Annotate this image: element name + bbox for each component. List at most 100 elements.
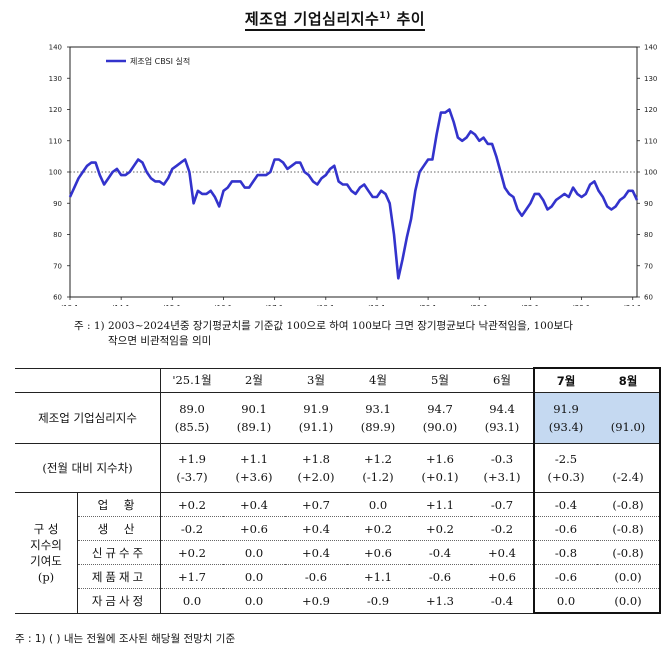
y-tick-label-right: 70 — [644, 262, 653, 270]
cbsi-cell: 89.0 (85.5) — [160, 392, 223, 444]
component-cell: 0.0 — [223, 588, 285, 614]
header-month: '25.1월 — [160, 367, 223, 393]
component-cell: +0.4 — [285, 540, 347, 565]
component-cell: (-0.8) — [597, 540, 661, 565]
component-cell: +1.7 — [160, 564, 223, 589]
y-tick-label-left: 130 — [49, 75, 62, 83]
chart-note-line-2: 작으면 비관적임을 의미 — [108, 335, 212, 347]
x-tick-label: '21.1 — [471, 304, 489, 306]
x-tick-label: '13.1 — [61, 304, 79, 306]
component-cell: 0.0 — [533, 588, 597, 614]
component-label: 업 황 — [77, 492, 161, 517]
header-month: 6월 — [471, 367, 534, 393]
component-label: 제품재고 — [77, 564, 161, 589]
chart-note-line-1: 주 : 1) 2003~2024년중 장기평균치를 기준값 100으로 하여 1… — [74, 320, 573, 332]
component-cell: +0.4 — [285, 516, 347, 541]
x-tick-label: '17.1 — [266, 304, 284, 306]
header-month: 2월 — [223, 367, 285, 393]
mom-cell: +1.6 (+0.1) — [409, 443, 471, 493]
component-cell: 0.0 — [160, 588, 223, 614]
x-tick-label: '24.1 — [624, 304, 642, 306]
component-cell: +1.1 — [409, 492, 471, 517]
y-tick-label-left: 70 — [53, 262, 62, 270]
component-cell: -0.6 — [285, 564, 347, 589]
x-tick-label: '19.1 — [368, 304, 386, 306]
component-cell: -0.9 — [347, 588, 409, 614]
component-cell: +0.7 — [285, 492, 347, 517]
y-tick-label-left: 120 — [49, 106, 62, 114]
component-cell: +0.6 — [471, 564, 534, 589]
x-tick-label: '16.1 — [215, 304, 233, 306]
y-tick-label-right: 120 — [644, 106, 657, 114]
y-tick-label-right: 100 — [644, 169, 657, 177]
component-cell: -0.6 — [533, 564, 597, 589]
component-cell: +0.2 — [160, 540, 223, 565]
x-tick-label: '23.1 — [573, 304, 591, 306]
y-tick-label-right: 60 — [644, 294, 653, 302]
mom-cell: -0.3 (+3.1) — [471, 443, 534, 493]
component-label: 신규수주 — [77, 540, 161, 565]
mom-cell: +1.9 (-3.7) — [160, 443, 223, 493]
component-cell: -0.4 — [471, 588, 534, 614]
header-month: 3월 — [285, 367, 347, 393]
header-month: 4월 — [347, 367, 409, 393]
mom-cell-august: (-2.4) — [597, 443, 661, 493]
component-cell: -0.8 — [533, 540, 597, 565]
y-tick-label-left: 80 — [53, 231, 62, 239]
header-blank — [15, 367, 161, 393]
cbsi-row-label: 제조업 기업심리지수 — [15, 392, 161, 444]
cbsi-cell: 94.7 (90.0) — [409, 392, 471, 444]
component-cell: +0.4 — [471, 540, 534, 565]
component-cell: 0.0 — [223, 564, 285, 589]
component-cell: +1.1 — [347, 564, 409, 589]
cbsi-cell: 90.1 (89.1) — [223, 392, 285, 444]
component-cell: (0.0) — [597, 564, 661, 589]
component-cell: -0.6 — [409, 564, 471, 589]
component-cell: +0.2 — [160, 492, 223, 517]
x-tick-label: '18.1 — [317, 304, 335, 306]
y-tick-label-right: 110 — [644, 137, 657, 145]
x-tick-label: '14.1 — [112, 304, 130, 306]
mom-cell: +1.2 (-1.2) — [347, 443, 409, 493]
cbsi-cell-july: 91.9 (93.4) — [533, 392, 597, 444]
component-cell: -0.6 — [533, 516, 597, 541]
chart-title: 제조업 기업심리지수1) 추이 — [0, 8, 670, 31]
title-text: 제조업 기업심리지수 — [244, 10, 380, 28]
title-superscript: 1) — [379, 11, 391, 21]
y-tick-label-left: 140 — [49, 44, 62, 52]
component-cell: (0.0) — [597, 588, 661, 614]
mom-row-label: (전월 대비 지수차) — [15, 443, 161, 493]
header-month: 5월 — [409, 367, 471, 393]
component-label: 자금사정 — [77, 588, 161, 614]
cbsi-table: '25.1월 2월 3월 4월 5월 6월 7월 8월 제조업 기업심리지수 8… — [15, 367, 661, 614]
y-tick-label-right: 80 — [644, 231, 653, 239]
y-tick-label-right: 130 — [644, 75, 657, 83]
line-chart: 60 60 70 70 80 80 90 90 100 100 110 110 120 120 130 130… — [49, 44, 658, 307]
y-tick-label-left: 90 — [53, 200, 62, 208]
component-cell: -0.2 — [160, 516, 223, 541]
component-cell: -0.2 — [471, 516, 534, 541]
y-tick-label-right: 90 — [644, 200, 653, 208]
header-month-august: 8월 — [597, 367, 661, 393]
cbsi-cell-august: (91.0) — [597, 392, 661, 444]
y-tick-label-left: 100 — [49, 169, 62, 177]
component-cell: +1.3 — [409, 588, 471, 614]
component-label: 생 산 — [77, 516, 161, 541]
y-tick-label-left: 60 — [53, 294, 62, 302]
component-cell: +0.6 — [347, 540, 409, 565]
y-tick-label-right: 140 — [644, 44, 657, 52]
component-cell: (-0.8) — [597, 492, 661, 517]
component-cell: -0.7 — [471, 492, 534, 517]
cbsi-cell: 93.1 (89.9) — [347, 392, 409, 444]
cbsi-cell: 91.9 (91.1) — [285, 392, 347, 444]
component-cell: -0.4 — [409, 540, 471, 565]
component-cell: +0.9 — [285, 588, 347, 614]
table-footnote: 주 : 1) ( ) 내는 전월에 조사된 해당월 전망치 기준 — [15, 633, 236, 645]
mom-cell: +1.8 (+2.0) — [285, 443, 347, 493]
component-cell: -0.4 — [533, 492, 597, 517]
component-cell: (-0.8) — [597, 516, 661, 541]
legend-label: 제조업 CBSI 실적 — [130, 56, 190, 66]
x-tick-label: '15.1 — [164, 304, 182, 306]
component-cell: +0.2 — [347, 516, 409, 541]
component-cell: +0.6 — [223, 516, 285, 541]
